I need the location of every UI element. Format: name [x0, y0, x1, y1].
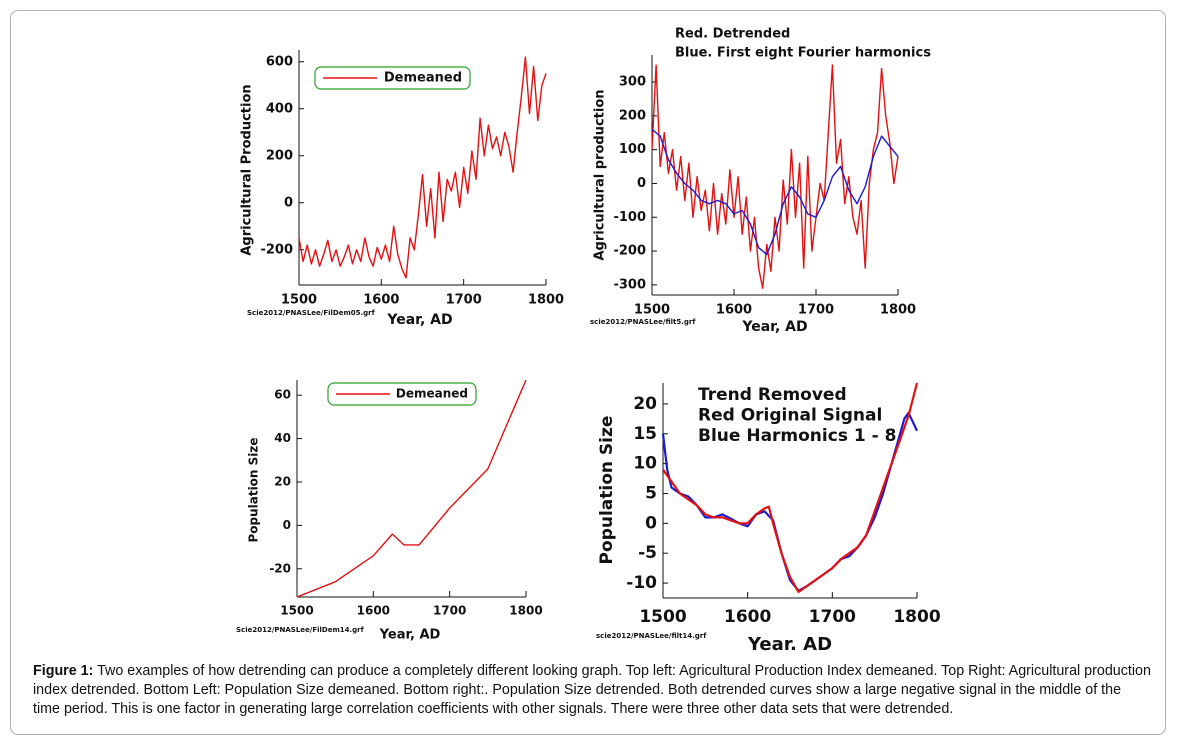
y-axis-label: Agricultural Production: [240, 84, 255, 255]
x-tick-label: 1800: [880, 303, 916, 318]
y-tick-label: -300: [613, 277, 646, 292]
caption: Figure 1: Two examples of how detrending…: [33, 662, 1151, 719]
series-line: [298, 56, 547, 279]
y-axis-label: Population Size: [247, 437, 261, 542]
x-tick-label: 1800: [528, 293, 564, 308]
y-tick-label: -10: [626, 573, 657, 593]
y-tick-label: 15: [633, 424, 657, 444]
x-tick-label: 1600: [363, 293, 399, 308]
x-tick-label: 1800: [509, 604, 542, 618]
y-tick-label: 200: [266, 148, 293, 163]
source-note: scie2012/PNASLee/filt5.grf: [590, 318, 696, 326]
y-tick-label: 60: [274, 388, 291, 402]
annotation: Blue Harmonics 1 - 8: [698, 426, 896, 446]
y-tick-label: 40: [274, 431, 291, 445]
y-tick-label: 0: [645, 513, 657, 533]
series-line: [662, 382, 919, 594]
x-tick-label: 1700: [798, 303, 834, 318]
annotation: Red. Detrended: [675, 27, 790, 42]
y-tick-label: -200: [613, 244, 646, 259]
x-tick-label: 1600: [724, 607, 771, 627]
y-tick-label: -100: [613, 210, 646, 225]
x-tick-label: 1700: [446, 293, 482, 308]
y-tick-label: 20: [633, 394, 657, 414]
x-tick-label: 1500: [639, 607, 686, 627]
annotation: Blue. First eight Fourier harmonics: [675, 46, 931, 61]
x-tick-label: 1500: [280, 604, 313, 618]
legend-box: [314, 66, 471, 90]
x-tick-label: 1600: [357, 604, 390, 618]
y-tick-label: 100: [619, 142, 646, 157]
series-line: [651, 128, 899, 256]
y-tick-label: -200: [260, 242, 293, 257]
source-note: Scie2012/PNASLee/FilDem14.grf: [236, 626, 365, 634]
legend-label: Demeaned: [384, 71, 462, 86]
y-tick-label: 300: [619, 75, 646, 90]
y-axis-label: Population Size: [597, 416, 617, 565]
y-tick-label: 0: [283, 518, 291, 532]
x-tick-label: 1800: [893, 607, 940, 627]
y-tick-label: 20: [274, 474, 291, 488]
y-axis-label: Agricultural production: [593, 89, 608, 260]
x-axis-label: Year, AD: [386, 312, 452, 328]
legend-label: Demeaned: [396, 387, 468, 401]
x-axis-label: Year, AD: [741, 319, 807, 335]
y-tick-label: 400: [266, 101, 293, 116]
x-tick-label: 1500: [281, 293, 317, 308]
x-axis-label: Year. AD: [747, 634, 832, 655]
series-line: [296, 379, 527, 598]
caption-label: Figure 1:: [33, 663, 94, 679]
y-tick-label: 600: [266, 54, 293, 69]
source-note: Scie2012/PNASLee/FilDem05.grf: [247, 309, 376, 317]
x-axis-label: Year, AD: [379, 628, 441, 643]
annotation: Red Original Signal: [698, 406, 882, 426]
y-tick-label: -20: [269, 561, 291, 575]
legend-box: [327, 382, 477, 406]
x-tick-label: 1700: [433, 604, 466, 618]
y-tick-label: 5: [645, 483, 657, 503]
y-tick-label: 200: [619, 108, 646, 123]
caption-text: Two examples of how detrending can produ…: [33, 663, 1151, 717]
source-note: scie2012/PNASLee/filt14.grf: [596, 632, 707, 640]
y-tick-label: 0: [284, 195, 293, 210]
y-tick-label: 10: [633, 454, 657, 474]
x-tick-label: 1500: [634, 303, 670, 318]
figure-frame: [10, 10, 1166, 735]
x-tick-label: 1700: [809, 607, 856, 627]
x-tick-label: 1600: [716, 303, 752, 318]
y-tick-label: 0: [637, 176, 646, 191]
y-tick-label: -5: [638, 543, 657, 563]
series-line: [651, 64, 899, 289]
annotation: Trend Removed: [698, 385, 847, 405]
